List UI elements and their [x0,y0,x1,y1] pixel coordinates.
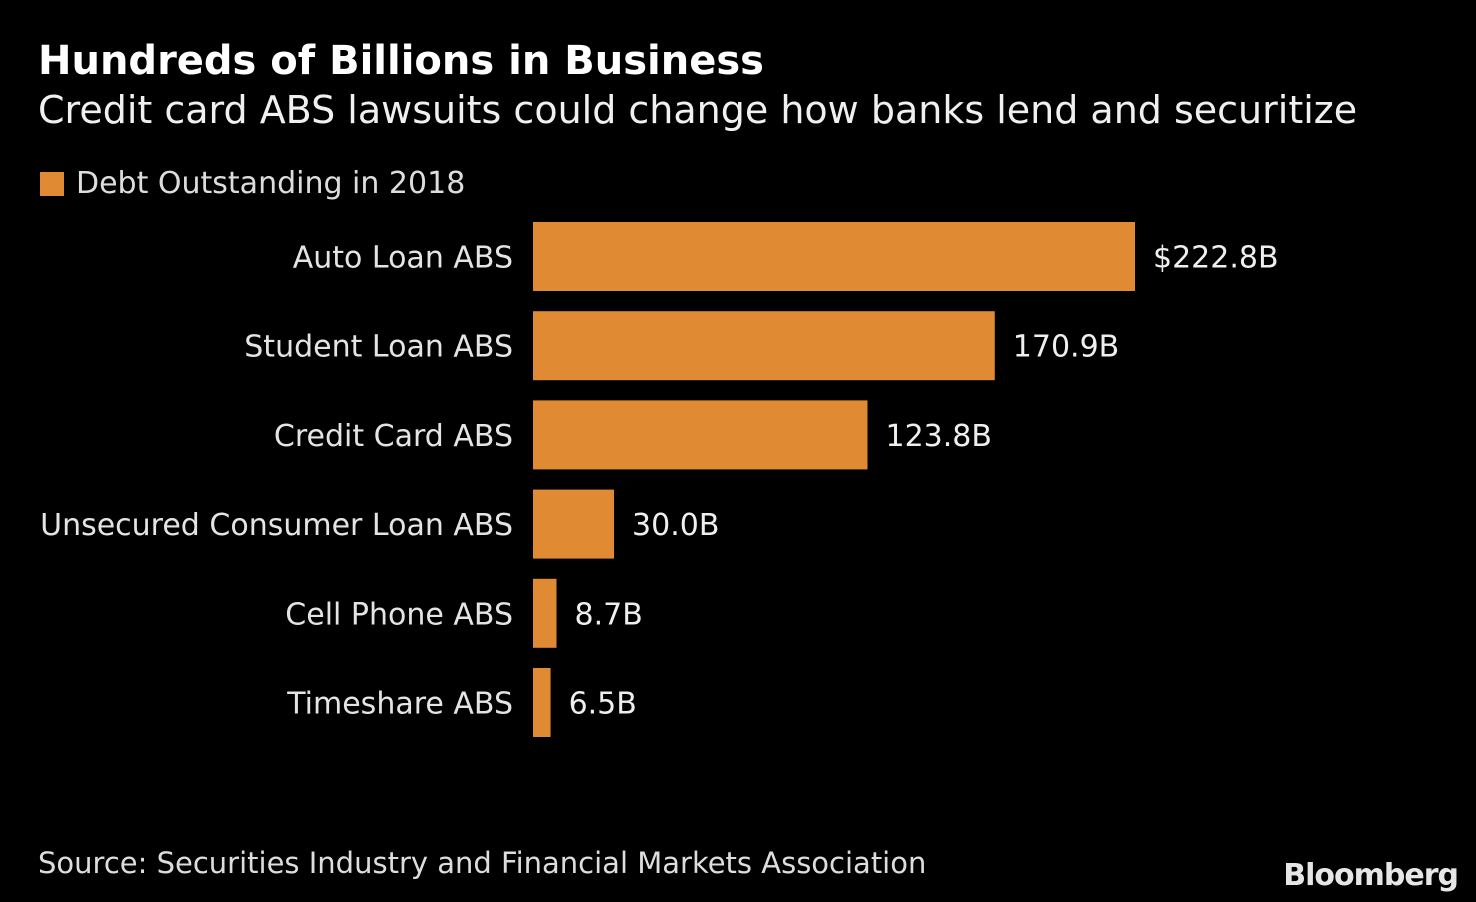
bar [533,222,1135,291]
bar [533,489,615,559]
chart-subtitle: Credit card ABS lawsuits could change ho… [38,88,1358,132]
bar [533,578,557,648]
data-label: 123.8B [886,419,992,454]
legend: Debt Outstanding in 2018 [40,166,465,201]
category-label: Unsecured Consumer Loan ABS [40,508,513,543]
category-label: Cell Phone ABS [285,597,513,632]
category-label: Timeshare ABS [286,687,513,722]
data-label: 6.5B [569,687,637,722]
legend-label: Debt Outstanding in 2018 [76,166,466,201]
data-label: 30.0B [632,508,719,543]
category-label: Student Loan ABS [244,330,513,365]
bar [533,311,995,381]
chart-title: Hundreds of Billions in Business [38,38,764,84]
data-label: 8.7B [575,597,643,632]
data-label: 170.9B [1013,330,1119,365]
bar [533,668,551,737]
bar [533,400,868,470]
bloomberg-logo: Bloomberg [1283,858,1459,893]
category-label: Credit Card ABS [274,419,513,454]
source-note: Source: Securities Industry and Financia… [38,846,927,880]
category-label: Auto Loan ABS [293,241,513,276]
legend-swatch [40,171,64,196]
data-label: $222.8B [1153,241,1279,276]
